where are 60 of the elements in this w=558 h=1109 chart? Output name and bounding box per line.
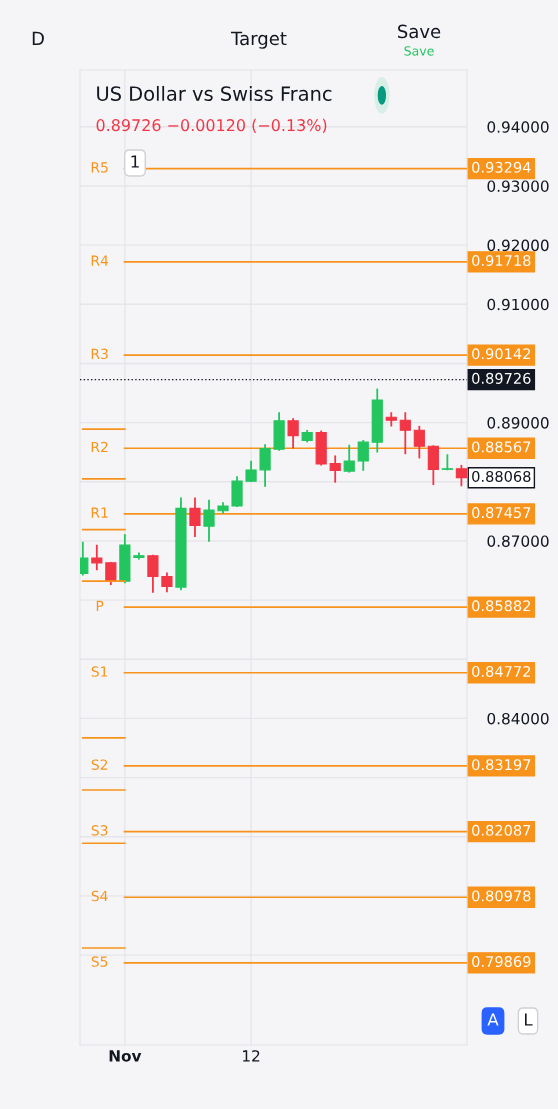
text: 0.89726	[472, 372, 531, 384]
ref-line-label: S5	[91, 956, 108, 967]
candlestick	[329, 455, 341, 483]
text: 0.87457	[472, 507, 531, 519]
candlestick	[441, 454, 453, 471]
candlestick	[343, 444, 355, 473]
text: 0.79869	[472, 956, 531, 968]
ref-line-label: R3	[91, 348, 108, 360]
candlestick	[91, 544, 103, 571]
candlestick	[455, 464, 467, 487]
y-tick-label: 0.87000	[487, 535, 549, 547]
candlestick	[287, 418, 299, 449]
y-tick-label: 0.93000	[487, 180, 549, 192]
text: 0.90142	[472, 348, 531, 360]
ref-line-label: S4	[91, 890, 108, 902]
candlestick	[105, 561, 117, 586]
y-tick-label: 0.84000	[487, 712, 549, 725]
candlestick	[385, 412, 397, 427]
text: 0.93294	[472, 161, 531, 173]
candlestick	[427, 445, 439, 486]
text: L	[524, 1013, 533, 1026]
text: 0.88567	[472, 441, 531, 453]
ref-line-label: S2	[91, 759, 108, 770]
candlestick	[399, 412, 411, 455]
ref-line-label: R2	[91, 441, 108, 453]
y-tick-label: 0.94000	[487, 121, 549, 133]
text: Save	[404, 46, 434, 56]
candlestick	[413, 425, 425, 459]
ref-line-label: R1	[91, 507, 108, 518]
ref-line-label: P	[96, 600, 104, 611]
candlestick	[245, 460, 257, 483]
text: 0.82087	[472, 824, 531, 836]
text: US Dollar vs Swiss Franc	[97, 85, 332, 101]
candlestick	[147, 554, 159, 593]
ref-line-label: S1	[91, 666, 108, 677]
text: A	[487, 1013, 499, 1026]
text: 0.84772	[472, 665, 531, 677]
text: Save	[398, 24, 441, 39]
text: Target	[231, 31, 287, 49]
text: 0.91718	[472, 255, 531, 267]
ref-line-label: S3	[91, 825, 108, 836]
text: 0.80978	[472, 890, 531, 902]
text: 0.88068	[472, 470, 531, 482]
ref-line-label: R5	[91, 162, 108, 173]
text: D	[32, 31, 44, 45]
text: 0.89726 −0.00120 (−0.13%)	[96, 118, 327, 134]
annotation: 1	[131, 155, 139, 168]
y-tick-label: 0.89000	[487, 417, 549, 429]
candlestick	[357, 440, 369, 471]
y-tick-label: 0.92000	[487, 239, 549, 252]
candlestick	[259, 444, 271, 487]
candlestick	[133, 552, 145, 560]
x-tick-label: 12	[243, 1050, 260, 1062]
candlestick	[203, 499, 215, 542]
candlestick	[189, 497, 201, 538]
text: 0.85882	[472, 600, 531, 612]
text: 0.83197	[472, 759, 531, 771]
x-tick-label: Nov	[109, 1050, 142, 1062]
ref-line-label: R4	[91, 255, 109, 266]
y-tick-label: 0.91000	[487, 298, 549, 311]
